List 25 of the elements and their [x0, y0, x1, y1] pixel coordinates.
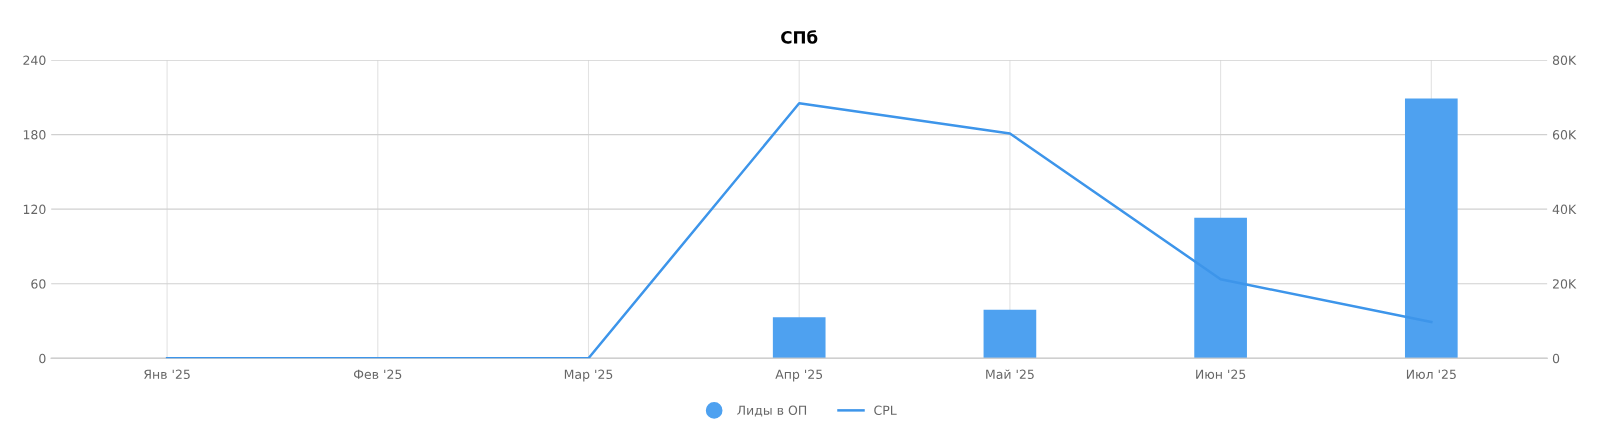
line-series	[165, 102, 1433, 359]
bar	[1194, 217, 1247, 359]
bar	[983, 309, 1037, 359]
y-tick-label: 0	[39, 353, 46, 364]
bar	[1404, 98, 1458, 359]
y-tick-label: 180	[23, 130, 46, 140]
y2-tick-label: 40K	[1552, 204, 1577, 215]
y-tick-label: 240	[23, 55, 46, 65]
x-tick-label: Апр '25	[775, 369, 823, 382]
bar	[772, 317, 826, 359]
y2-tick-label: 0	[1552, 353, 1560, 364]
y2-tick-label: 20K	[1552, 279, 1577, 289]
x-tick-label: Мар '25	[564, 369, 613, 382]
x-tick-label: Июл '25	[1406, 369, 1456, 380]
chart-title: СПб	[781, 30, 818, 44]
y2-tick-label: 80K	[1552, 55, 1577, 65]
legend-label: Лиды в ОП	[737, 405, 807, 417]
legend-label: CPL	[874, 405, 897, 415]
y-tick-label: 120	[23, 204, 46, 215]
x-tick-label: Июн '25	[1196, 369, 1246, 380]
x-tick-label: Май '25	[986, 369, 1034, 380]
x-tick-label: Янв '25	[144, 369, 190, 380]
y-tick-label: 60	[31, 279, 46, 289]
x-tick-label: Фев '25	[353, 369, 402, 380]
y2-tick-label: 60K	[1552, 130, 1577, 140]
